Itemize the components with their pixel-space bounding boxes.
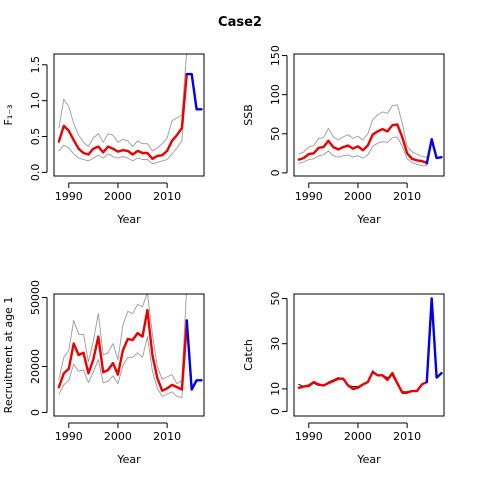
x-tick-label: 2000 — [104, 190, 132, 203]
series-upper-line — [298, 104, 428, 158]
series-observed-line — [298, 370, 428, 394]
y-tick-label: 50 — [269, 292, 282, 306]
x-tick-label: 2010 — [153, 190, 181, 203]
plot-frame — [293, 53, 445, 177]
panel-f: 1990 2000 2010 Year 0.0 0.5 1.0 1.5 F₁₋₃ — [2, 53, 205, 226]
series-upper-line — [58, 54, 187, 152]
plot-frame — [53, 53, 205, 177]
y-tick-label: 20000 — [29, 349, 42, 384]
x-axis-label: Year — [356, 453, 381, 466]
y-axis-label: F₁₋₃ — [2, 105, 15, 126]
series-estimate-line — [297, 123, 428, 164]
y-axis-label: Recruitment at age 1 — [2, 297, 15, 414]
x-axis-label: Year — [356, 213, 381, 226]
y-axis-label: SSB — [242, 104, 255, 126]
y-tick-label: 30 — [269, 337, 282, 351]
x-tick-label: 2000 — [344, 430, 372, 443]
y-tick-label: 150 — [269, 45, 282, 66]
y-tick-label: 0.0 — [29, 164, 42, 182]
x-tick-label: 1990 — [295, 430, 323, 443]
series-lower-line — [58, 336, 188, 399]
y-tick-label: 10 — [269, 382, 282, 396]
y-tick-label: 50 — [269, 127, 282, 141]
x-tick-label: 2010 — [153, 430, 181, 443]
x-tick-label: 1990 — [295, 190, 323, 203]
plot-frame — [293, 293, 445, 417]
panel-recruitment: 1990 2000 2010 Year 0 20000 50000 Recruitment a… — [2, 280, 205, 466]
series-lower-line — [58, 74, 188, 165]
figure-title: Case2 — [218, 15, 262, 30]
y-tick-label: 0.5 — [29, 128, 42, 146]
y-tick-label: 50000 — [29, 280, 42, 315]
series-projection-line — [425, 138, 443, 165]
y-tick-label: 0 — [269, 169, 282, 176]
series-estimate-line — [57, 308, 188, 392]
panel-ssb: 1990 2000 2010 Year 0 50 100 150 SSB — [242, 45, 445, 226]
series-upper-line — [58, 294, 187, 385]
x-tick-label: 2010 — [393, 190, 421, 203]
x-tick-label: 1990 — [55, 190, 83, 203]
series-projection-line — [425, 297, 443, 384]
x-tick-label: 1990 — [55, 430, 83, 443]
plot-frame — [53, 293, 205, 417]
series-projection-line — [185, 319, 203, 391]
y-tick-label: 1.5 — [29, 56, 42, 74]
x-tick-label: 2000 — [104, 430, 132, 443]
y-tick-label: 100 — [269, 84, 282, 105]
x-axis-label: Year — [116, 453, 141, 466]
series-estimate-line — [297, 370, 428, 394]
x-axis-label: Year — [116, 213, 141, 226]
x-tick-label: 2000 — [344, 190, 372, 203]
series-lower-line — [298, 136, 428, 167]
y-tick-label: 1.0 — [29, 92, 42, 110]
y-tick-label: 0 — [29, 409, 42, 416]
panel-catch: 1990 2000 2010 Year 0 10 30 50 Catch — [242, 292, 445, 466]
x-tick-label: 2010 — [393, 430, 421, 443]
series-projection-line — [185, 72, 203, 111]
y-tick-label: 0 — [269, 408, 282, 415]
y-axis-label: Catch — [242, 339, 255, 371]
series-estimate-line — [57, 72, 188, 160]
